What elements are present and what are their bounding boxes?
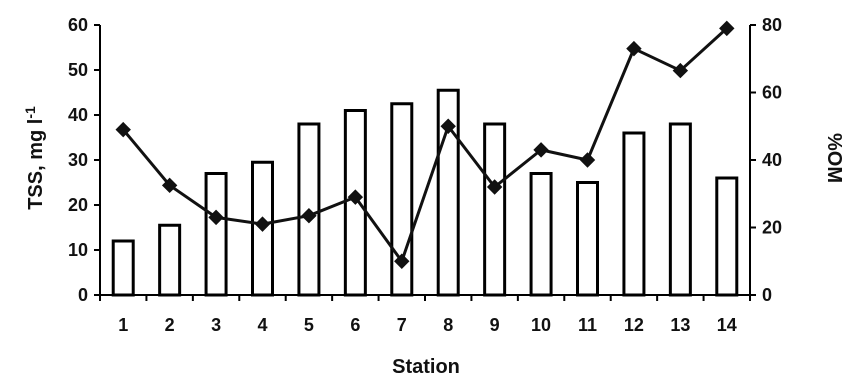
om-marker-station-14 xyxy=(719,20,735,37)
x-tick-label-11: 11 xyxy=(578,315,597,335)
om-marker-station-4 xyxy=(254,216,271,232)
x-tick-label-5: 5 xyxy=(304,315,314,335)
x-tick-label-2: 2 xyxy=(165,315,175,335)
y-axis-left-title: TSS, mg l-1 xyxy=(22,106,47,210)
x-tick-label-12: 12 xyxy=(624,315,644,335)
y-axis-right-title: %OM xyxy=(823,133,845,183)
x-tick-label-9: 9 xyxy=(490,315,500,335)
y-right-tick-label-40: 40 xyxy=(762,150,782,170)
om-marker-station-11 xyxy=(579,152,596,168)
om-marker-station-7 xyxy=(394,253,410,269)
bar-station-1 xyxy=(111,239,135,297)
bar-station-10 xyxy=(529,172,553,297)
bar-station-9 xyxy=(483,122,507,297)
bar-station-13 xyxy=(668,122,692,297)
line-layer xyxy=(115,20,735,269)
bar-station-3 xyxy=(204,172,228,297)
y-left-tick-label-30: 30 xyxy=(68,150,88,170)
x-axis-title: Station xyxy=(392,356,460,378)
om-marker-station-1 xyxy=(115,121,131,138)
axes-layer xyxy=(99,25,751,296)
bar-station-14 xyxy=(715,176,739,297)
bar-station-12 xyxy=(622,131,646,297)
y-left-tick-label-0: 0 xyxy=(78,285,88,305)
om-marker-station-8 xyxy=(440,118,456,134)
x-tick-label-3: 3 xyxy=(211,315,221,335)
y-right-tick-label-60: 60 xyxy=(762,83,782,103)
x-tick-label-10: 10 xyxy=(531,315,551,335)
x-tick-label-13: 13 xyxy=(670,315,690,335)
y-left-tick-label-60: 60 xyxy=(68,15,88,35)
om-marker-station-9 xyxy=(486,179,503,195)
x-tick-label-6: 6 xyxy=(350,315,360,335)
x-tick-label-1: 1 xyxy=(118,315,128,335)
y-left-tick-label-10: 10 xyxy=(68,240,88,260)
om-marker-station-12 xyxy=(626,40,642,57)
om-line xyxy=(122,27,728,263)
y-right-tick-label-80: 80 xyxy=(762,15,782,35)
om-marker-station-2 xyxy=(161,177,178,194)
om-marker-station-10 xyxy=(533,142,549,158)
y-right-tick-label-20: 20 xyxy=(762,218,782,238)
bar-station-2 xyxy=(158,223,182,297)
om-marker-station-6 xyxy=(347,189,364,205)
bar-station-11 xyxy=(576,181,599,297)
om-marker-station-13 xyxy=(672,62,689,79)
om-marker-station-3 xyxy=(208,209,224,226)
x-tick-label-7: 7 xyxy=(397,315,407,335)
y-left-tick-label-40: 40 xyxy=(68,105,88,125)
x-tick-label-4: 4 xyxy=(257,315,267,335)
om-marker-station-5 xyxy=(301,207,317,224)
y-left-tick-label-20: 20 xyxy=(68,195,88,215)
x-tick-label-8: 8 xyxy=(443,315,453,335)
y-right-tick-label-0: 0 xyxy=(762,285,772,305)
y-left-tick-label-50: 50 xyxy=(68,60,88,80)
x-tick-label-14: 14 xyxy=(717,315,737,335)
